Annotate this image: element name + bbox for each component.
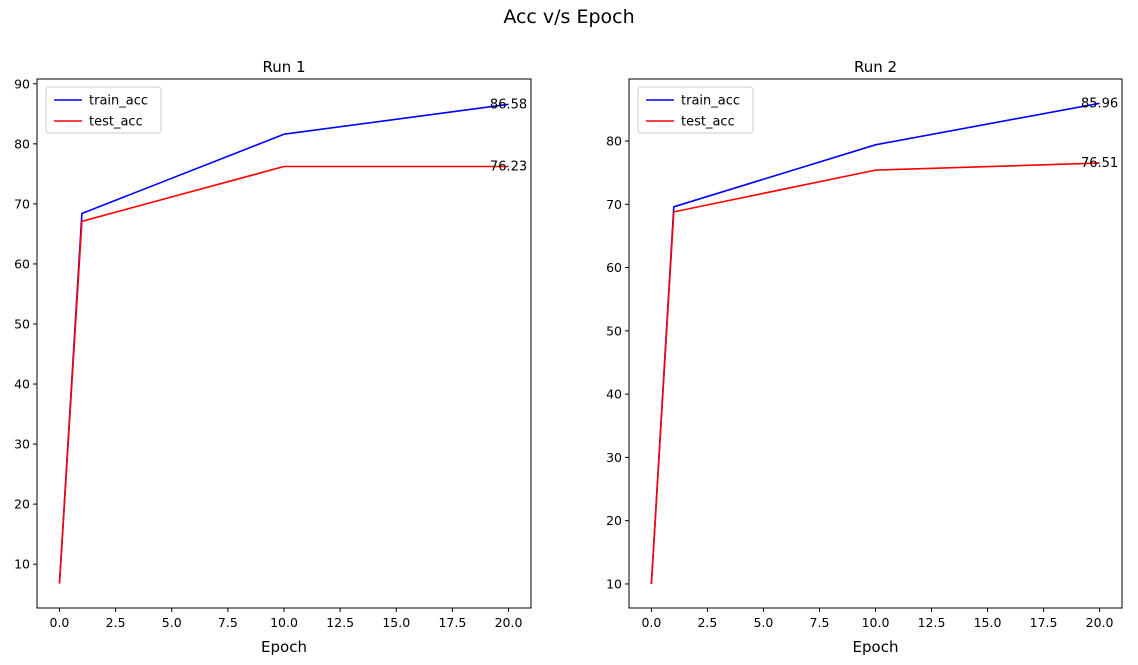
series-line-train_acc [650, 102, 1100, 585]
y-tick-label: 40 [14, 377, 30, 392]
legend-entry: test_acc [681, 115, 735, 130]
y-tick-label: 30 [14, 437, 30, 452]
x-tick-label: 5.0 [162, 615, 182, 630]
legend: train_acc test_acc [637, 86, 754, 134]
data-label: 76.51 [1081, 156, 1118, 171]
x-tick-label: 12.5 [326, 615, 354, 630]
x-tick-label: 15.0 [382, 615, 410, 630]
y-tick-label: 50 [606, 323, 622, 338]
y-tick-label: 50 [14, 316, 30, 331]
y-tick-label: 70 [606, 197, 622, 212]
axes-frame [628, 78, 1123, 609]
x-tick-label: 10.0 [270, 615, 298, 630]
axes-frame [36, 78, 532, 609]
x-axis-label: Epoch [261, 638, 307, 656]
x-tick-label: 12.5 [918, 615, 946, 630]
legend-entry: train_acc [681, 94, 740, 109]
series-line-test_acc [650, 162, 1100, 585]
x-tick-label: 5.0 [754, 615, 774, 630]
y-tick-label: 30 [606, 450, 622, 465]
x-tick-label: 20.0 [1086, 615, 1114, 630]
data-label: 85.96 [1081, 96, 1118, 111]
y-tick-label: 20 [14, 497, 30, 512]
data-label: 86.58 [490, 97, 527, 112]
x-tick-label: 10.0 [862, 615, 890, 630]
y-tick-label: 60 [606, 260, 622, 275]
legend: train_acc test_acc [45, 86, 162, 134]
y-tick-label: 80 [14, 136, 30, 151]
figure-suptitle: Acc v/s Epoch [503, 6, 635, 28]
x-tick-label: 0.0 [50, 615, 70, 630]
y-tick-label: 70 [14, 196, 30, 211]
chart-panel-2: Run 2 0.0 2.5 5.0 7.5 10.0 12.5 15.0 17.5 20.0 10 2… [606, 58, 1123, 656]
x-tick-label: 7.5 [218, 615, 238, 630]
y-tick-label: 80 [606, 134, 622, 149]
legend-entry: train_acc [89, 94, 148, 109]
chart-panel-1: Run 1 0.0 2.5 5.0 7.5 10.0 12.5 15.0 17.5 20.0 10 2… [14, 58, 532, 656]
series-line-train_acc [58, 103, 509, 584]
x-tick-label: 15.0 [974, 615, 1002, 630]
x-tick-label: 2.5 [697, 615, 717, 630]
chart-title: Run 1 [262, 58, 305, 76]
x-tick-label: 20.0 [495, 615, 523, 630]
y-tick-label: 10 [14, 557, 30, 572]
x-tick-label: 7.5 [810, 615, 830, 630]
chart-title: Run 2 [854, 58, 897, 76]
series-line-test_acc [58, 165, 509, 584]
y-tick-label: 90 [14, 76, 30, 91]
x-tick-label: 17.5 [438, 615, 466, 630]
y-tick-label: 10 [606, 576, 622, 591]
y-tick-label: 40 [606, 387, 622, 402]
data-label: 76.23 [490, 159, 527, 174]
legend-entry: test_acc [89, 115, 143, 130]
x-tick-label: 2.5 [106, 615, 126, 630]
x-axis-label: Epoch [853, 638, 899, 656]
y-tick-label: 60 [14, 256, 30, 271]
x-tick-label: 0.0 [641, 615, 661, 630]
x-tick-label: 17.5 [1030, 615, 1058, 630]
y-tick-label: 20 [606, 513, 622, 528]
